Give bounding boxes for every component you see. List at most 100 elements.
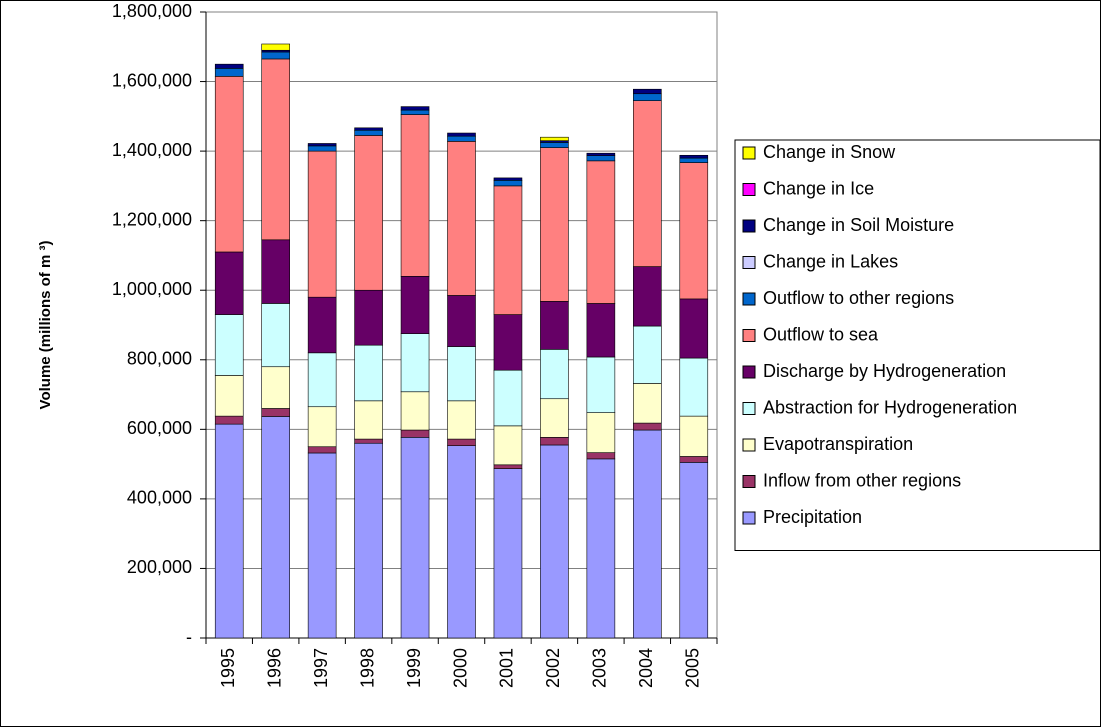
x-tick-label: 2005: [683, 648, 703, 688]
bar-segment: [214, 63, 244, 69]
bar-segment: [307, 452, 337, 639]
legend-swatch: [742, 256, 756, 269]
bar-segment: [214, 68, 244, 77]
legend-label: Precipitation: [763, 507, 862, 527]
legend-swatch: [742, 292, 756, 306]
legend-swatch: [742, 329, 756, 342]
bar-segment: [633, 383, 662, 424]
bar-segment: [400, 391, 430, 431]
legend-box: [734, 139, 1101, 551]
bar-segment: [354, 344, 383, 402]
bar-segment: [540, 142, 569, 148]
bar-segment: [447, 346, 476, 402]
bar-segment: [493, 314, 523, 371]
bar-segment: [400, 109, 430, 115]
bar-segment: [261, 58, 290, 241]
legend-label: Evapotranspiration: [763, 434, 913, 454]
x-tick-label: 1999: [404, 648, 424, 688]
bar-segment: [261, 43, 290, 51]
x-tick-label: 2000: [450, 648, 470, 688]
legend-label: Change in Snow: [763, 142, 896, 162]
bar-segment: [540, 301, 569, 350]
bar-segment: [354, 129, 383, 136]
x-tick-label: 2001: [497, 648, 517, 688]
bar-segment: [679, 154, 709, 159]
legend-label: Outflow to other regions: [763, 288, 954, 308]
bar-segment: [307, 150, 337, 298]
bar-segment: [447, 132, 476, 137]
x-tick-label: 1998: [357, 648, 377, 688]
bar-segment: [214, 76, 244, 253]
y-tick-label: 800,000: [127, 349, 192, 369]
bar-segment: [633, 100, 662, 267]
bar-segment: [633, 88, 662, 95]
bar-segment: [540, 444, 569, 639]
bar-segment: [586, 160, 616, 304]
bar-segment: [586, 303, 616, 358]
legend-swatch: [742, 438, 756, 452]
bar-segment: [586, 458, 616, 639]
bar-segment: [586, 152, 616, 156]
x-tick-label: 1996: [264, 648, 284, 688]
bar-segment: [214, 375, 244, 417]
legend-swatch: [742, 146, 756, 160]
bar-segment: [586, 452, 616, 460]
bar-segment: [679, 298, 709, 359]
bar-segment: [261, 408, 290, 417]
x-tick-label: 2003: [590, 648, 610, 688]
bar-segment: [493, 468, 523, 639]
legend-swatch: [742, 511, 756, 525]
x-tick-label: 1995: [218, 648, 238, 688]
bar-segment: [261, 51, 290, 60]
bar-segment: [447, 438, 476, 446]
bar-segment: [307, 296, 337, 354]
bar-segment: [633, 93, 662, 101]
bar-segment: [400, 106, 430, 111]
bar-segment: [586, 356, 616, 413]
bar-segment: [354, 289, 383, 346]
bar-segment: [214, 251, 244, 315]
y-tick-label: -: [186, 627, 192, 647]
bar-segment: [307, 145, 337, 152]
x-tick-label: 2002: [543, 648, 563, 688]
bar-segment: [633, 325, 662, 384]
legend-swatch: [742, 183, 756, 196]
bar-segment: [400, 114, 430, 277]
bar-segment: [400, 333, 430, 393]
legend-swatch: [742, 475, 756, 488]
legend-swatch: [742, 365, 756, 379]
legend-label: Abstraction for Hydrogeneration: [763, 397, 1017, 417]
bar-segment: [586, 412, 616, 453]
bar-segment: [679, 462, 709, 639]
bar-segment: [586, 155, 616, 162]
bar-segment: [540, 147, 569, 302]
bar-segment: [540, 437, 569, 446]
legend-swatch: [742, 402, 756, 415]
bar-segment: [307, 446, 337, 454]
legend-label: Inflow from other regions: [763, 470, 961, 490]
bar-segment: [493, 185, 523, 315]
bar-segment: [633, 422, 662, 431]
bar-segment: [679, 456, 709, 463]
bar-segment: [354, 135, 383, 291]
bar-segment: [447, 445, 476, 639]
bar-segment: [261, 239, 290, 304]
bar-segment: [493, 425, 523, 466]
bar-segment: [493, 180, 523, 187]
y-tick-label: 600,000: [127, 418, 192, 438]
bar-segment: [307, 406, 337, 448]
bar-segment: [354, 127, 383, 131]
bar-segment: [400, 276, 430, 334]
bar-segment: [354, 400, 383, 440]
y-tick-label: 1,000,000: [112, 279, 192, 299]
legend-label: Change in Soil Moisture: [763, 215, 954, 235]
bar-segment: [540, 136, 569, 141]
legend-label: Discharge by Hydrogeneration: [763, 361, 1006, 381]
y-tick-label: 1,600,000: [112, 70, 192, 90]
bar-segment: [679, 157, 709, 163]
bar-segment: [447, 400, 476, 440]
bar-segment: [307, 352, 337, 408]
bar-segment: [214, 314, 244, 376]
bar-segment: [354, 442, 383, 639]
